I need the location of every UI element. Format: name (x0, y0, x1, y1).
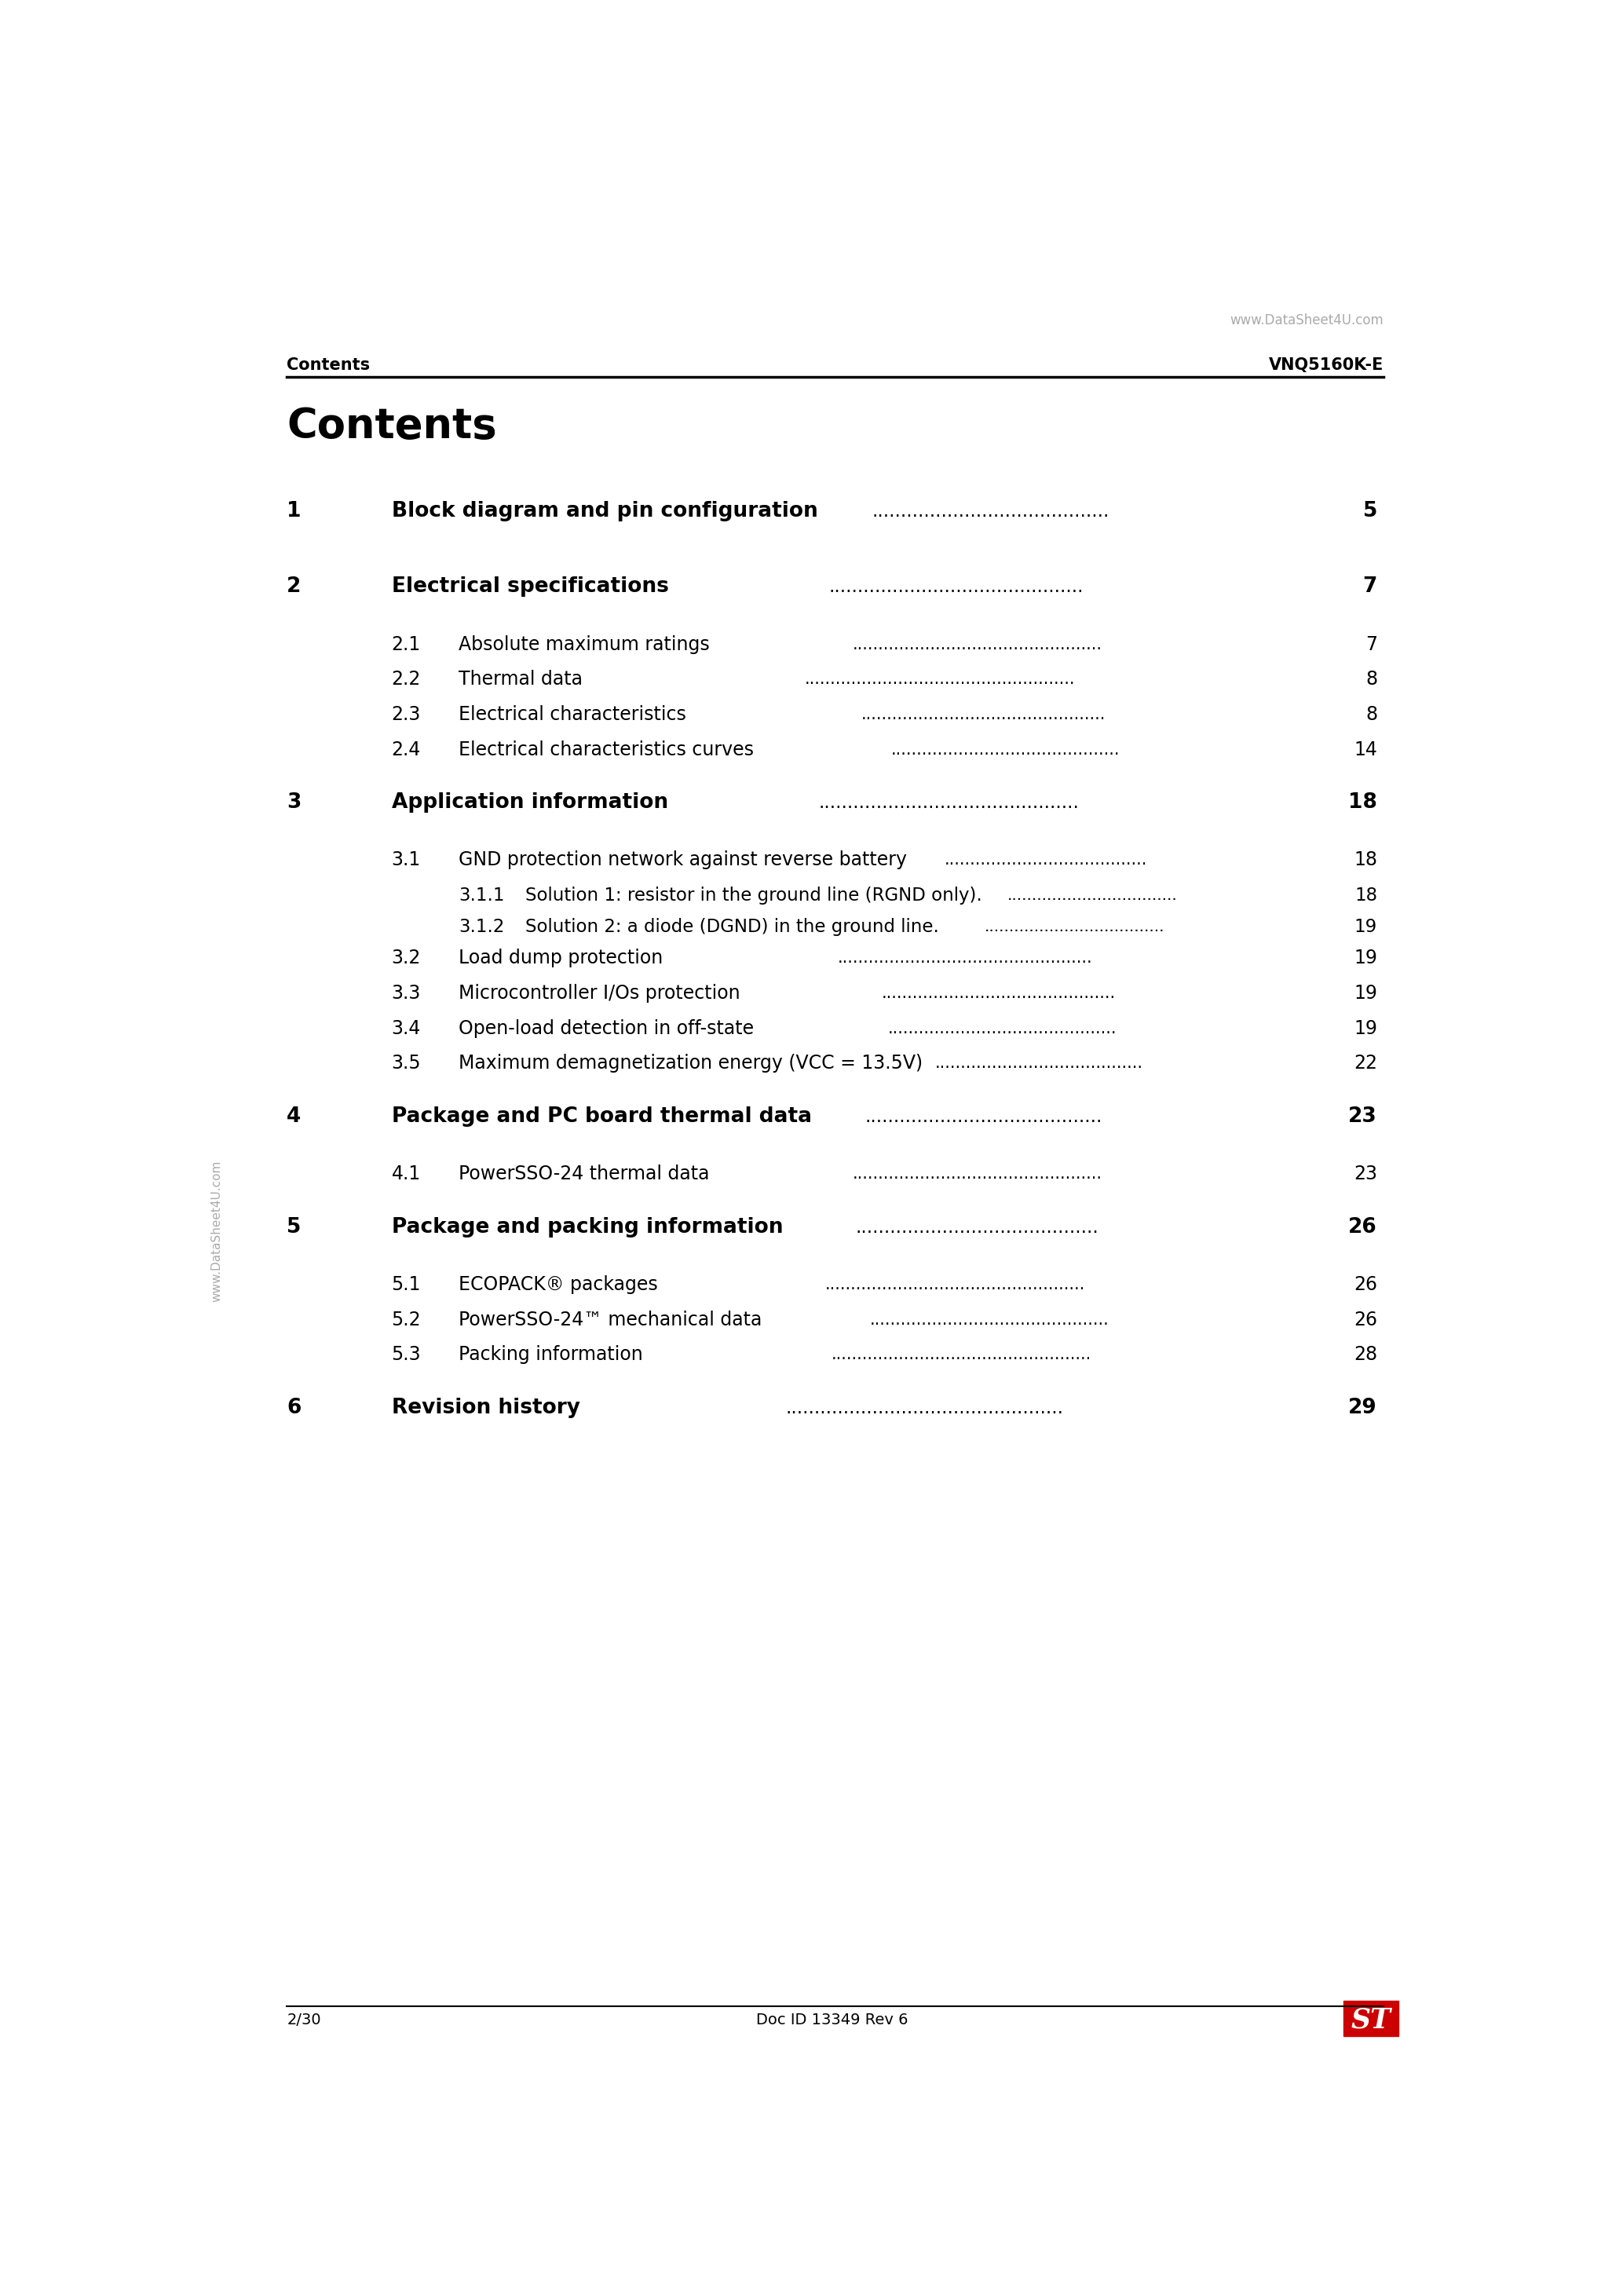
Text: 14: 14 (1354, 739, 1378, 760)
Text: VNQ5160K-E: VNQ5160K-E (1269, 358, 1383, 372)
Text: 8: 8 (1365, 705, 1378, 723)
Text: Open-load detection in off-state: Open-load detection in off-state (458, 1019, 753, 1038)
Text: 7: 7 (1365, 636, 1378, 654)
Text: .........................................: ........................................… (865, 1107, 1102, 1125)
Text: Contents: Contents (287, 406, 497, 448)
Text: Electrical characteristics curves: Electrical characteristics curves (458, 739, 753, 760)
Text: GND protection network against reverse battery: GND protection network against reverse b… (458, 852, 907, 870)
Text: 18: 18 (1349, 792, 1378, 813)
Text: 23: 23 (1354, 1164, 1378, 1182)
Text: 5.2: 5.2 (391, 1311, 420, 1329)
Text: 19: 19 (1354, 1019, 1378, 1038)
Text: Package and packing information: Package and packing information (391, 1217, 782, 1238)
Text: 3.2: 3.2 (391, 948, 420, 967)
Text: 26: 26 (1354, 1311, 1378, 1329)
Text: 2/30: 2/30 (287, 2011, 321, 2027)
Text: Solution 1: resistor in the ground line (RGND only).: Solution 1: resistor in the ground line … (526, 886, 982, 905)
Text: 26: 26 (1354, 1274, 1378, 1295)
Text: 4.1: 4.1 (391, 1164, 420, 1182)
Text: 4: 4 (287, 1107, 302, 1127)
Text: 3.4: 3.4 (391, 1019, 420, 1038)
Text: 6: 6 (287, 1398, 302, 1419)
Text: 7: 7 (1363, 576, 1378, 597)
Text: Revision history: Revision history (391, 1398, 579, 1419)
Text: www.DataSheet4U.com: www.DataSheet4U.com (211, 1159, 222, 1302)
Text: ..................................................: ........................................… (826, 1277, 1086, 1293)
Text: Package and PC board thermal data: Package and PC board thermal data (391, 1107, 812, 1127)
Text: 5: 5 (1363, 501, 1378, 521)
Text: .........................................: ........................................… (872, 503, 1110, 521)
Text: Application information: Application information (391, 792, 669, 813)
Text: ..................................: .................................. (1008, 889, 1178, 902)
Text: 8: 8 (1365, 670, 1378, 689)
Text: Packing information: Packing information (458, 1345, 643, 1364)
FancyBboxPatch shape (1344, 2002, 1399, 2037)
Text: Doc ID 13349 Rev 6: Doc ID 13349 Rev 6 (756, 2011, 907, 2027)
Text: .................................................: ........................................… (837, 951, 1092, 967)
Text: ................................................: ........................................… (786, 1398, 1063, 1417)
Text: 18: 18 (1354, 852, 1378, 870)
Text: ....................................................: ........................................… (805, 670, 1074, 687)
Text: ........................................: ........................................ (935, 1056, 1143, 1072)
Text: .............................................: ........................................… (881, 985, 1117, 1001)
Text: ..........................................: ........................................… (855, 1217, 1099, 1238)
Text: Absolute maximum ratings: Absolute maximum ratings (458, 636, 709, 654)
Text: Maximum demagnetization energy (VCC = 13.5V): Maximum demagnetization energy (VCC = 13… (458, 1054, 922, 1072)
Text: 26: 26 (1349, 1217, 1378, 1238)
Text: 3.1.1: 3.1.1 (458, 886, 505, 905)
Text: 5.3: 5.3 (391, 1345, 420, 1364)
Text: .......................................: ....................................... (945, 852, 1147, 868)
Text: 18: 18 (1355, 886, 1378, 905)
Text: 29: 29 (1349, 1398, 1378, 1419)
Text: Electrical specifications: Electrical specifications (391, 576, 669, 597)
Text: ................................................: ........................................… (852, 1166, 1102, 1182)
Text: 2.4: 2.4 (391, 739, 420, 760)
Text: ..............................................: ........................................… (870, 1311, 1109, 1327)
Text: 23: 23 (1349, 1107, 1378, 1127)
Text: 2.1: 2.1 (391, 636, 420, 654)
Text: Contents: Contents (287, 358, 370, 372)
Text: ............................................: ........................................… (828, 579, 1083, 597)
Text: 19: 19 (1354, 948, 1378, 967)
Text: 3.1.2: 3.1.2 (458, 918, 505, 937)
Text: 19: 19 (1354, 918, 1378, 937)
Text: 2.2: 2.2 (391, 670, 420, 689)
Text: ....................................: .................................... (985, 918, 1165, 934)
Text: ST: ST (1352, 2007, 1391, 2034)
Text: www.DataSheet4U.com: www.DataSheet4U.com (1230, 312, 1383, 326)
Text: 2: 2 (287, 576, 302, 597)
Text: Block diagram and pin configuration: Block diagram and pin configuration (391, 501, 818, 521)
Text: PowerSSO-24™ mechanical data: PowerSSO-24™ mechanical data (458, 1311, 761, 1329)
Text: Thermal data: Thermal data (458, 670, 583, 689)
Text: ..................................................: ........................................… (831, 1348, 1092, 1362)
Text: ................................................: ........................................… (852, 636, 1102, 652)
Text: Electrical characteristics: Electrical characteristics (458, 705, 687, 723)
Text: Load dump protection: Load dump protection (458, 948, 662, 967)
Text: 22: 22 (1354, 1054, 1378, 1072)
Text: ECOPACK® packages: ECOPACK® packages (458, 1274, 657, 1295)
Text: ............................................: ........................................… (891, 742, 1120, 758)
Text: ...............................................: ........................................… (862, 707, 1105, 723)
Text: 1: 1 (287, 501, 302, 521)
Text: PowerSSO-24 thermal data: PowerSSO-24 thermal data (458, 1164, 709, 1182)
Text: 5: 5 (287, 1217, 302, 1238)
Text: 3.3: 3.3 (391, 983, 420, 1003)
Text: Microcontroller I/Os protection: Microcontroller I/Os protection (458, 983, 740, 1003)
Text: 19: 19 (1354, 983, 1378, 1003)
Text: ............................................: ........................................… (888, 1019, 1117, 1035)
Text: 3: 3 (287, 792, 302, 813)
Text: 5.1: 5.1 (391, 1274, 420, 1295)
Text: 3.1: 3.1 (391, 852, 420, 870)
Text: 3.5: 3.5 (391, 1054, 420, 1072)
Text: .............................................: ........................................… (818, 794, 1079, 813)
Text: 2.3: 2.3 (391, 705, 420, 723)
Text: Solution 2: a diode (DGND) in the ground line.: Solution 2: a diode (DGND) in the ground… (526, 918, 940, 937)
Text: 28: 28 (1354, 1345, 1378, 1364)
